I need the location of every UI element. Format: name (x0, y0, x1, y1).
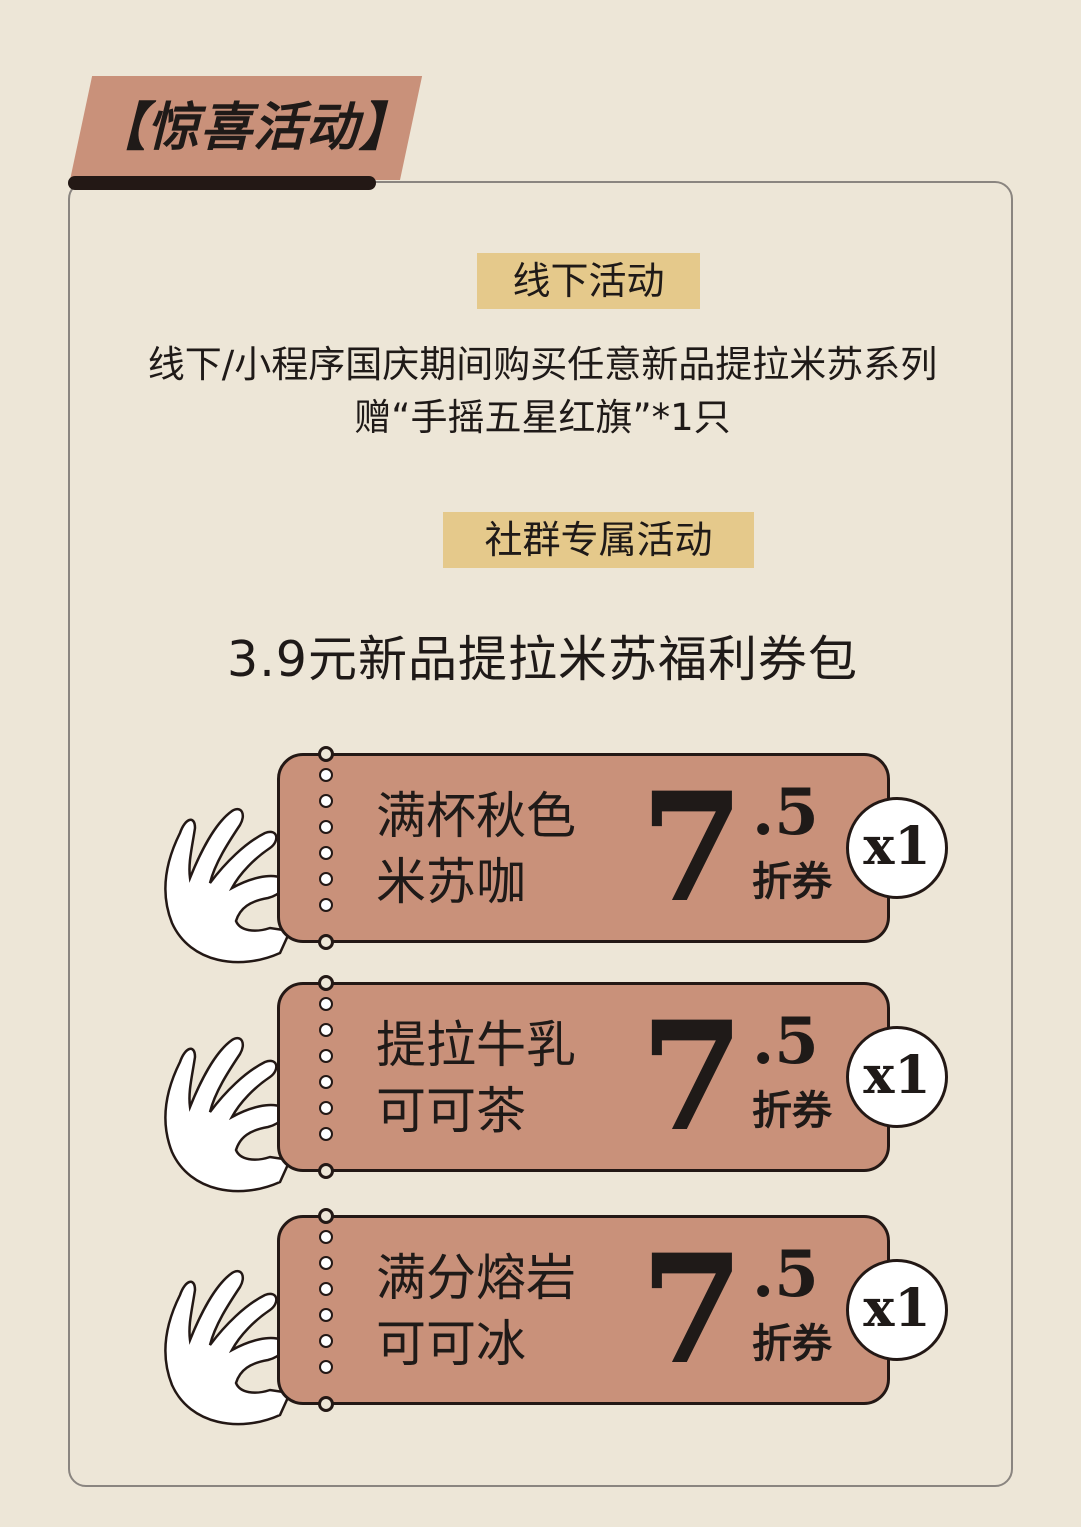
perforation-hole (319, 997, 333, 1011)
quantity-badge: x1 (846, 1259, 948, 1361)
coupon-name-line2: 可可冰 (376, 1315, 526, 1373)
perforation-hole (319, 1023, 333, 1037)
perforation (319, 997, 333, 1141)
discount-unit: 折券 (752, 1088, 832, 1134)
hand-icon (160, 803, 295, 968)
community-label: 社群专属活动 (443, 512, 754, 568)
ticket-notch (318, 746, 334, 762)
perforation-hole (319, 898, 333, 912)
page-title: 【惊喜活动】 (94, 98, 413, 158)
ticket-notch (318, 1208, 334, 1224)
discount-decimal: .5 (752, 1237, 819, 1312)
discount-integer: 7 (640, 989, 745, 1165)
perforation-hole (319, 1256, 333, 1270)
perforation-hole (319, 1127, 333, 1141)
quantity-badge: x1 (846, 797, 948, 899)
perforation-hole (319, 846, 333, 860)
ticket-notch (318, 1163, 334, 1179)
discount-unit: 折券 (752, 859, 832, 905)
perforation-hole (319, 1334, 333, 1348)
ticket-notch (318, 1396, 334, 1412)
perforation-hole (319, 1360, 333, 1374)
hand-icon (160, 1032, 295, 1197)
coupon-name: 满杯秋色 米苏咖 (376, 783, 576, 915)
offline-line2: 赠“手摇五星红旗”*1只 (354, 396, 731, 439)
offline-description: 线下/小程序国庆期间购买任意新品提拉米苏系列 赠“手摇五星红旗”*1只 (70, 338, 1015, 444)
coupon-name-line1: 提拉牛乳 (376, 1016, 576, 1074)
coupon-name: 满分熔岩 可可冰 (376, 1245, 576, 1377)
discount-decimal: .5 (752, 1004, 819, 1079)
quantity-badge: x1 (846, 1026, 948, 1128)
hand-icon (160, 1265, 295, 1430)
offline-line1: 线下/小程序国庆期间购买任意新品提拉米苏系列 (147, 343, 938, 386)
coupon-name-line2: 可可茶 (376, 1082, 526, 1140)
perforation-hole (319, 1308, 333, 1322)
perforation-hole (319, 1230, 333, 1244)
discount-unit: 折券 (752, 1321, 832, 1367)
perforation-hole (319, 794, 333, 808)
perforation-hole (319, 1049, 333, 1063)
coupon-ticket: 满杯秋色 米苏咖 7 .5 折券 (277, 746, 890, 950)
perforation-hole (319, 1282, 333, 1296)
coupon-ticket: 满分熔岩 可可冰 7 .5 折券 (277, 1208, 890, 1412)
perforation (319, 1230, 333, 1374)
perforation-hole (319, 1075, 333, 1089)
coupon-pack-title: 3.9元新品提拉米苏福利券包 (227, 631, 858, 688)
perforation (319, 768, 333, 912)
title-underline (68, 176, 376, 190)
discount-integer: 7 (640, 1222, 745, 1398)
discount-integer: 7 (640, 760, 745, 936)
ticket-notch (318, 975, 334, 991)
perforation-hole (319, 820, 333, 834)
content-frame (68, 181, 1013, 1487)
perforation-hole (319, 872, 333, 886)
coupon-ticket: 提拉牛乳 可可茶 7 .5 折券 (277, 975, 890, 1179)
perforation-hole (319, 1101, 333, 1115)
coupon-name-line2: 米苏咖 (376, 853, 526, 911)
coupon-name: 提拉牛乳 可可茶 (376, 1012, 576, 1144)
coupon-name-line1: 满杯秋色 (376, 787, 576, 845)
ticket-notch (318, 934, 334, 950)
discount-decimal: .5 (752, 775, 819, 850)
offline-label: 线下活动 (477, 253, 700, 309)
coupon-name-line1: 满分熔岩 (376, 1249, 576, 1307)
perforation-hole (319, 768, 333, 782)
